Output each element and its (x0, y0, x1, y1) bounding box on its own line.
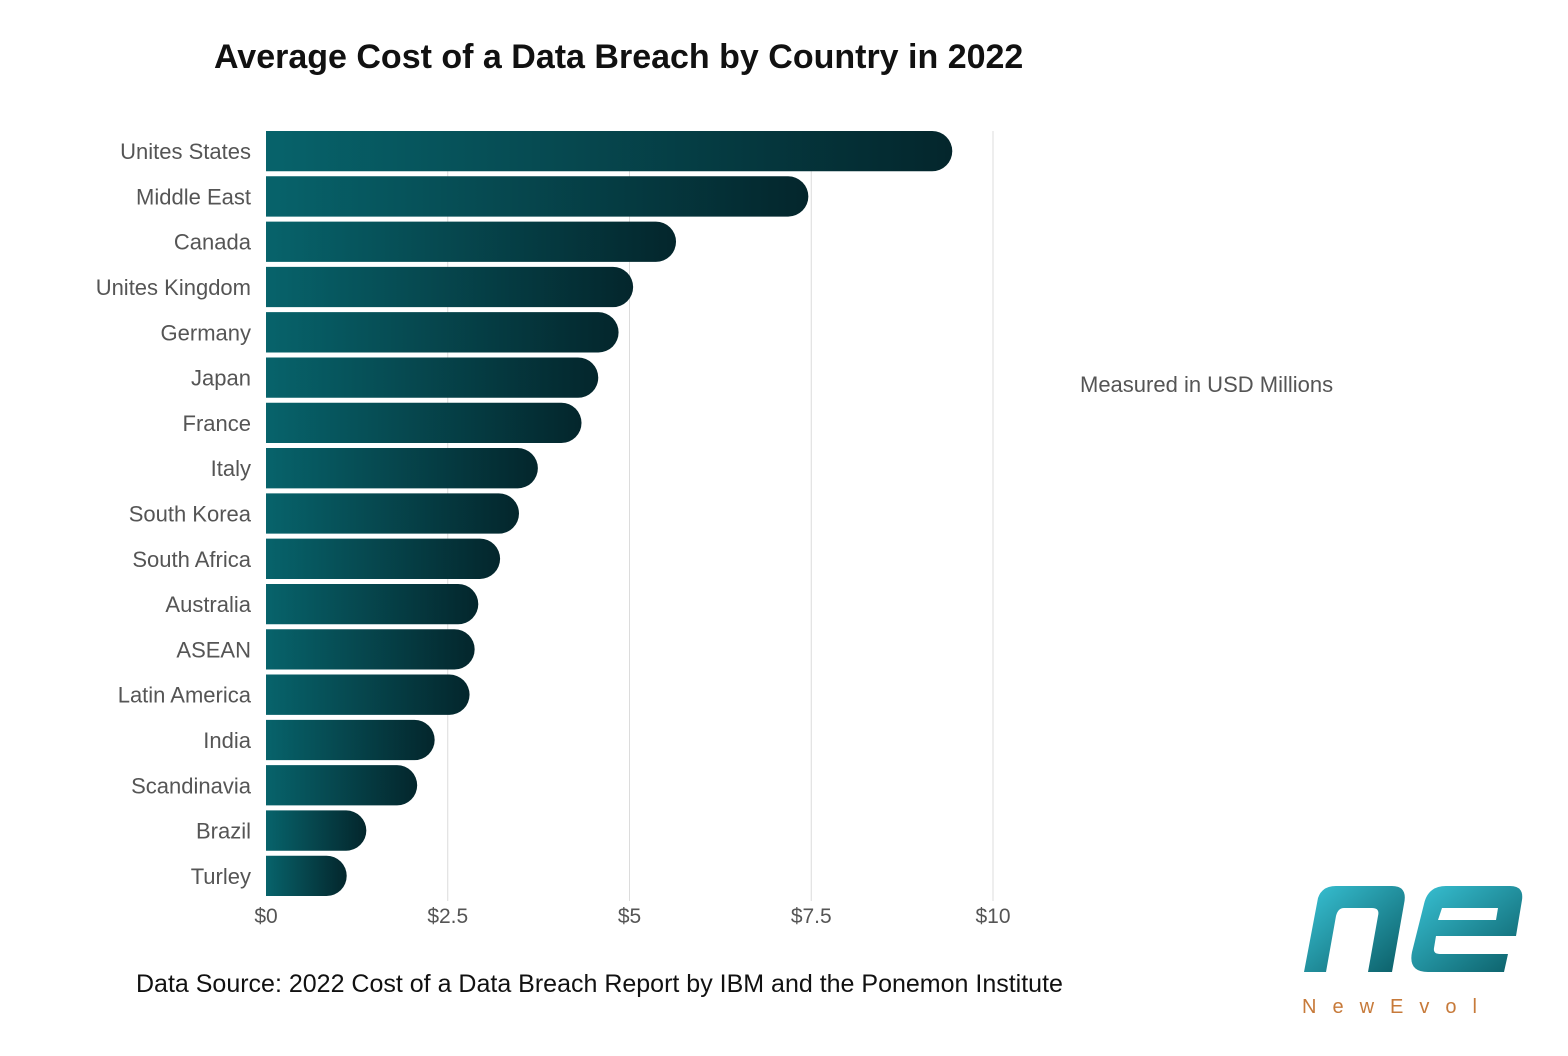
category-label: ASEAN (176, 637, 251, 662)
bar (266, 855, 347, 896)
bar (266, 266, 634, 308)
category-label: Canada (174, 230, 252, 255)
category-label: Unites Kingdom (96, 275, 251, 300)
bar (266, 312, 619, 353)
bar (266, 402, 582, 444)
category-label: Turley (191, 864, 251, 889)
bar (266, 176, 809, 217)
category-label: Unites States (120, 139, 251, 164)
units-annotation: Measured in USD Millions (1080, 372, 1334, 397)
bar (266, 629, 475, 670)
category-label: Australia (165, 592, 251, 617)
bar (266, 493, 519, 534)
category-label: Japan (191, 366, 251, 391)
bar (266, 357, 599, 398)
category-label: South Korea (129, 502, 252, 527)
bar (266, 583, 479, 625)
category-label: South Africa (132, 547, 251, 572)
newevol-logo-mark-icon (1304, 886, 1523, 972)
category-label: Middle East (136, 184, 251, 209)
bar (266, 765, 418, 806)
bar (266, 538, 501, 579)
category-label: Germany (161, 320, 251, 345)
x-tick-label: $10 (975, 905, 1010, 928)
x-tick-label: $0 (254, 905, 277, 928)
category-label: Italy (211, 456, 251, 481)
newevol-logo-text: NewEvol (1302, 996, 1493, 1018)
category-label: Latin America (118, 683, 252, 708)
x-tick-label: $7.5 (791, 905, 832, 928)
newevol-logo: NewEvol (1296, 880, 1528, 1030)
bar (266, 221, 677, 262)
x-tick-label: $5 (618, 905, 641, 928)
category-label: Brazil (196, 819, 251, 844)
data-source-note: Data Source: 2022 Cost of a Data Breach … (136, 970, 1063, 998)
bar (266, 674, 470, 715)
bar (266, 719, 435, 761)
category-label: Scandinavia (131, 773, 252, 798)
x-tick-label: $2.5 (427, 905, 468, 928)
category-label: India (203, 728, 251, 753)
bar (266, 810, 367, 851)
bar (266, 131, 953, 172)
chart-title: Average Cost of a Data Breach by Country… (214, 38, 1024, 76)
category-label: France (183, 411, 251, 436)
bar (266, 448, 538, 489)
